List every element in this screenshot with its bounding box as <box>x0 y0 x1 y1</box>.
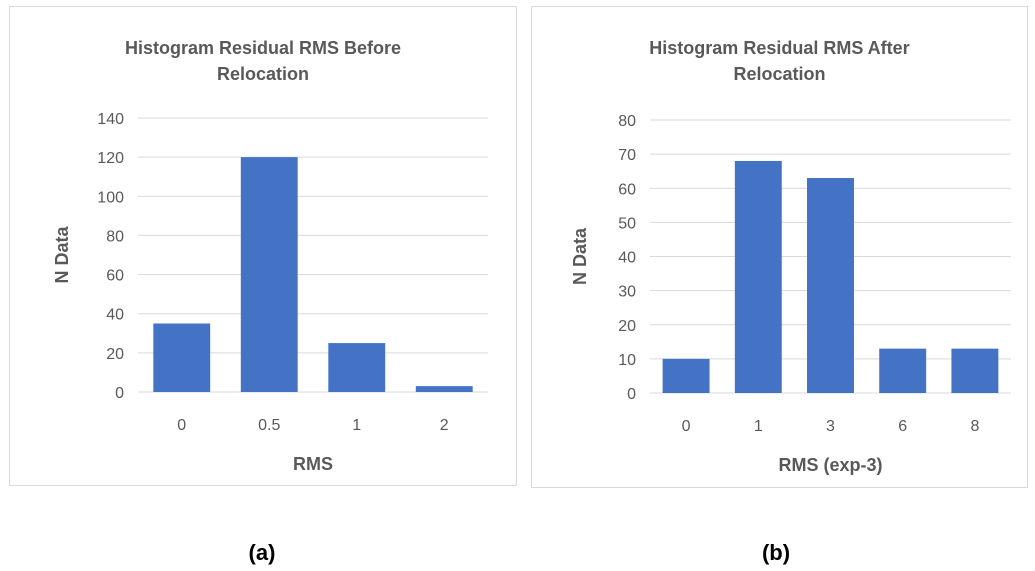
chart-title-a: Histogram Residual RMS Before Relocation <box>10 35 516 87</box>
x-tick-label: 3 <box>826 418 835 435</box>
x-tick-label: 0 <box>682 418 691 435</box>
x-axis-label: RMS (exp-3) <box>778 455 882 475</box>
bar <box>951 348 999 393</box>
bar <box>240 157 298 392</box>
y-tick-label: 0 <box>627 386 636 403</box>
bar-chart-b: 0 10 20 30 40 50 60 70 80 0 1 3 6 8 RMS (exp-3) N Data <box>570 113 1011 475</box>
y-tick-label: 40 <box>106 307 124 324</box>
y-tick-label: 60 <box>618 181 636 198</box>
chart-panel-a: Histogram Residual RMS Before Relocation… <box>9 6 517 486</box>
bar <box>415 386 473 392</box>
x-tick-label: 0 <box>177 417 186 434</box>
y-tick-label: 140 <box>97 111 124 128</box>
y-tick-label: 100 <box>97 189 124 206</box>
chart-title-b-line-2: Relocation <box>733 64 826 84</box>
x-tick-label: 1 <box>352 417 361 434</box>
y-tick-label: 120 <box>97 150 124 167</box>
chart-title-a-line-1: Histogram Residual RMS Before <box>124 38 402 58</box>
bar <box>879 348 927 393</box>
y-tick-label: 20 <box>106 346 124 363</box>
bar <box>153 323 211 392</box>
x-tick-label: 8 <box>970 418 979 435</box>
bar <box>734 160 782 393</box>
y-tick-label: 60 <box>106 268 124 285</box>
y-axis-label: N Data <box>52 226 72 284</box>
y-tick-label: 80 <box>618 113 636 130</box>
bar-chart-a: 0 20 40 60 80 100 120 140 0 0.5 1 2 RMS N Data <box>52 111 488 474</box>
x-axis-label: RMS <box>293 454 333 474</box>
caption-b: (b) <box>761 540 791 565</box>
bar <box>807 178 854 393</box>
x-tick-label: 0.5 <box>258 417 280 434</box>
y-tick-label: 40 <box>618 250 636 267</box>
y-tick-label: 0 <box>115 385 124 402</box>
y-tick-label: 50 <box>618 215 636 232</box>
chart-title-b-line-1: Histogram Residual RMS After <box>649 38 910 58</box>
bar <box>662 358 710 393</box>
y-tick-label: 80 <box>106 228 124 245</box>
chart-title-a-line-2: Relocation <box>216 64 309 84</box>
chart-title-b: Histogram Residual RMS After Relocation <box>532 35 1027 87</box>
y-axis-label: N Data <box>570 227 590 285</box>
x-tick-label: 2 <box>440 417 449 434</box>
y-tick-label: 30 <box>618 284 636 301</box>
x-tick-label: 1 <box>754 418 763 435</box>
caption-a: (a) <box>248 540 276 565</box>
y-tick-label: 20 <box>618 318 636 335</box>
y-tick-label: 70 <box>618 147 636 164</box>
chart-panel-b: Histogram Residual RMS After Relocation … <box>531 6 1028 488</box>
bar <box>328 343 386 392</box>
x-tick-label: 6 <box>898 418 907 435</box>
y-tick-label: 10 <box>618 352 636 369</box>
